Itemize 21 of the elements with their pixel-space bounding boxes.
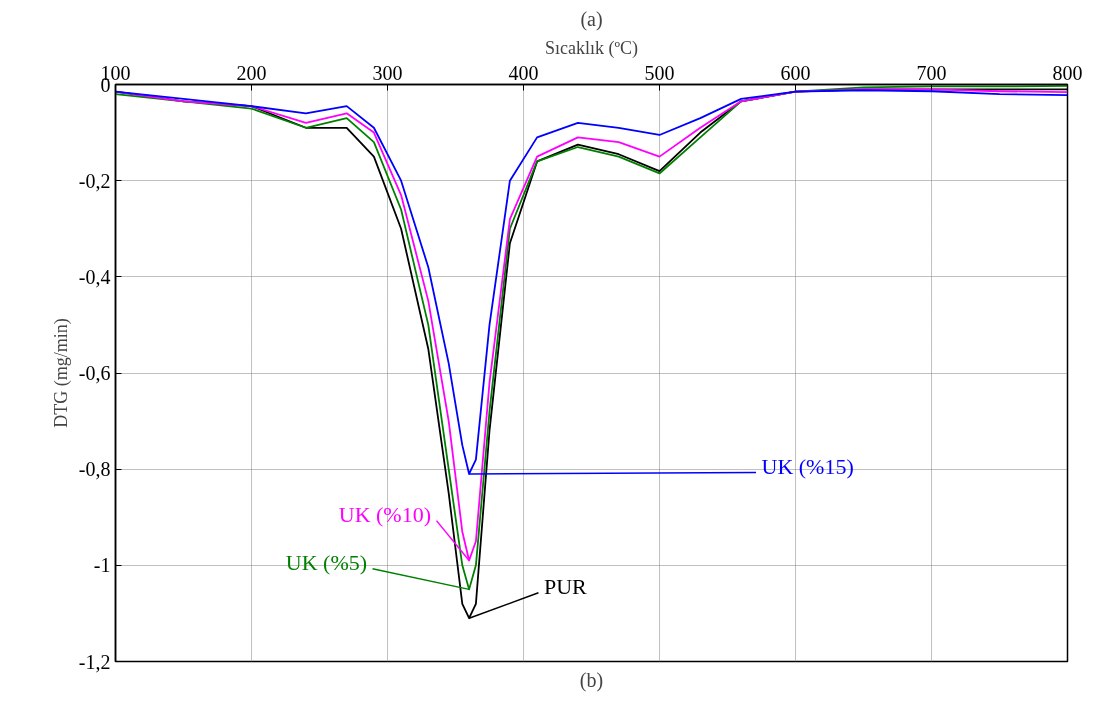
x-tick-label: 300 [372,61,403,84]
y-axis-title: DTG (mg/min) [50,318,72,428]
text: PUR [543,574,588,600]
text: UK (%15) [761,454,854,480]
y-tick-label: -0,4 [78,265,111,288]
series-label: UK (%10) [338,502,432,528]
text: UK (%5) [285,550,368,576]
y-tick-label: -0,8 [78,458,111,481]
x-tick-label: 700 [916,61,947,84]
y-tick-label: -1,2 [78,650,111,673]
x-tick-label: 200 [236,61,267,84]
x-axis-title: Sıcaklık (ºC) [544,37,639,59]
y-tick-label: -0,6 [78,362,111,384]
text: (b) [579,668,604,692]
x-tick-label: 500 [644,61,675,84]
y-tick-label: -1 [93,554,111,577]
y-tick-label: -0,2 [78,169,111,192]
chart-title: (a) [580,7,603,31]
x-tick-label: 800 [1052,61,1083,84]
x-tick-label: 400 [508,61,539,84]
x-tick-label: 600 [780,61,811,84]
